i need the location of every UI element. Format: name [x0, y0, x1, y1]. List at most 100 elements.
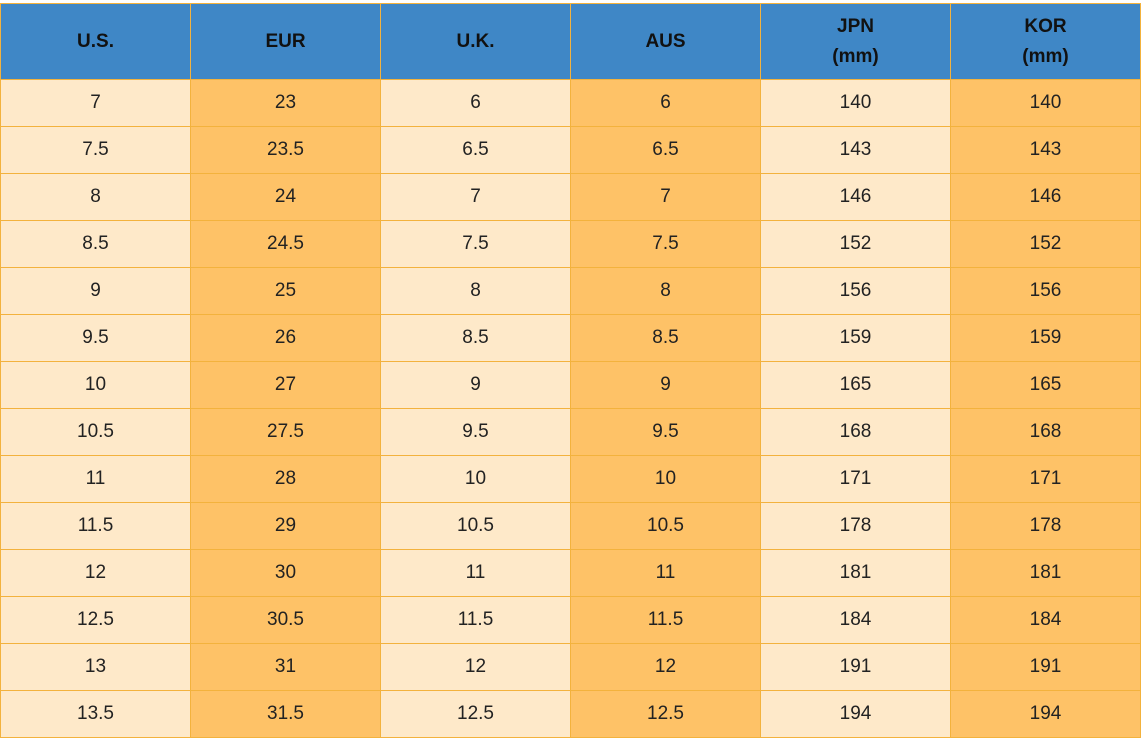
- cell-eur: 24.5: [190, 220, 381, 268]
- cell-kor: 140: [950, 79, 1141, 127]
- cell-us: 13: [0, 643, 191, 691]
- size-conversion-table: U.S. EUR U.K. AUS JPN (mm) KOR (mm) 7 23 6 6 1…: [0, 3, 1141, 738]
- cell-jpn: 159: [760, 314, 951, 362]
- table-row: 10 27 9 9 165 165: [0, 361, 1141, 409]
- cell-us: 9.5: [0, 314, 191, 362]
- cell-us: 13.5: [0, 690, 191, 738]
- cell-eur: 30.5: [190, 596, 381, 644]
- header-aus: AUS: [570, 3, 761, 80]
- cell-eur: 29: [190, 502, 381, 550]
- table-row: 9 25 8 8 156 156: [0, 267, 1141, 315]
- cell-uk: 7.5: [380, 220, 571, 268]
- cell-eur: 23: [190, 79, 381, 127]
- cell-eur: 28: [190, 455, 381, 503]
- table-row: 12.5 30.5 11.5 11.5 184 184: [0, 596, 1141, 644]
- cell-aus: 9.5: [570, 408, 761, 456]
- cell-uk: 8: [380, 267, 571, 315]
- cell-uk: 11: [380, 549, 571, 597]
- header-jpn: JPN (mm): [760, 3, 951, 80]
- cell-kor: 165: [950, 361, 1141, 409]
- cell-uk: 8.5: [380, 314, 571, 362]
- cell-aus: 12.5: [570, 690, 761, 738]
- cell-kor: 143: [950, 126, 1141, 174]
- table-row: 13.5 31.5 12.5 12.5 194 194: [0, 690, 1141, 738]
- cell-eur: 27: [190, 361, 381, 409]
- cell-kor: 194: [950, 690, 1141, 738]
- cell-eur: 24: [190, 173, 381, 221]
- cell-jpn: 194: [760, 690, 951, 738]
- header-eur-label: EUR: [265, 30, 306, 52]
- cell-eur: 30: [190, 549, 381, 597]
- header-kor-unit: (mm): [1022, 45, 1069, 67]
- header-jpn-unit: (mm): [832, 45, 879, 67]
- cell-uk: 6: [380, 79, 571, 127]
- cell-aus: 8.5: [570, 314, 761, 362]
- cell-us: 12.5: [0, 596, 191, 644]
- cell-eur: 23.5: [190, 126, 381, 174]
- cell-jpn: 181: [760, 549, 951, 597]
- cell-jpn: 156: [760, 267, 951, 315]
- cell-us: 10: [0, 361, 191, 409]
- cell-us: 7: [0, 79, 191, 127]
- table-row: 9.5 26 8.5 8.5 159 159: [0, 314, 1141, 362]
- cell-aus: 12: [570, 643, 761, 691]
- header-us: U.S.: [0, 3, 191, 80]
- cell-uk: 11.5: [380, 596, 571, 644]
- cell-us: 8: [0, 173, 191, 221]
- cell-jpn: 171: [760, 455, 951, 503]
- table-header: U.S. EUR U.K. AUS JPN (mm) KOR (mm): [0, 3, 1141, 80]
- table-row: 8.5 24.5 7.5 7.5 152 152: [0, 220, 1141, 268]
- cell-eur: 31.5: [190, 690, 381, 738]
- cell-jpn: 152: [760, 220, 951, 268]
- cell-aus: 11.5: [570, 596, 761, 644]
- cell-aus: 6: [570, 79, 761, 127]
- cell-kor: 168: [950, 408, 1141, 456]
- header-uk: U.K.: [380, 3, 571, 80]
- header-uk-label: U.K.: [456, 30, 495, 52]
- header-us-label: U.S.: [77, 30, 114, 52]
- header-row: U.S. EUR U.K. AUS JPN (mm) KOR (mm): [0, 3, 1141, 80]
- cell-aus: 10: [570, 455, 761, 503]
- cell-eur: 25: [190, 267, 381, 315]
- table-row: 13 31 12 12 191 191: [0, 643, 1141, 691]
- table-row: 11 28 10 10 171 171: [0, 455, 1141, 503]
- header-aus-label: AUS: [645, 30, 686, 52]
- cell-kor: 191: [950, 643, 1141, 691]
- table-row: 11.5 29 10.5 10.5 178 178: [0, 502, 1141, 550]
- cell-uk: 9.5: [380, 408, 571, 456]
- cell-kor: 146: [950, 173, 1141, 221]
- cell-us: 11.5: [0, 502, 191, 550]
- cell-jpn: 143: [760, 126, 951, 174]
- cell-eur: 31: [190, 643, 381, 691]
- table-row: 10.5 27.5 9.5 9.5 168 168: [0, 408, 1141, 456]
- cell-uk: 6.5: [380, 126, 571, 174]
- cell-aus: 6.5: [570, 126, 761, 174]
- header-kor-label: KOR: [1024, 15, 1067, 37]
- table-body: 7 23 6 6 140 140 7.5 23.5 6.5 6.5 143 143 8 24 7 7 146 14…: [0, 79, 1141, 738]
- table-row: 7 23 6 6 140 140: [0, 79, 1141, 127]
- cell-us: 7.5: [0, 126, 191, 174]
- cell-jpn: 140: [760, 79, 951, 127]
- cell-uk: 12: [380, 643, 571, 691]
- cell-jpn: 184: [760, 596, 951, 644]
- header-jpn-label: JPN: [837, 15, 874, 37]
- cell-jpn: 146: [760, 173, 951, 221]
- cell-us: 12: [0, 549, 191, 597]
- cell-kor: 152: [950, 220, 1141, 268]
- cell-eur: 27.5: [190, 408, 381, 456]
- cell-us: 10.5: [0, 408, 191, 456]
- table-row: 7.5 23.5 6.5 6.5 143 143: [0, 126, 1141, 174]
- header-eur: EUR: [190, 3, 381, 80]
- cell-uk: 9: [380, 361, 571, 409]
- cell-us: 11: [0, 455, 191, 503]
- cell-uk: 10: [380, 455, 571, 503]
- cell-jpn: 165: [760, 361, 951, 409]
- cell-uk: 12.5: [380, 690, 571, 738]
- cell-aus: 7.5: [570, 220, 761, 268]
- cell-kor: 171: [950, 455, 1141, 503]
- cell-eur: 26: [190, 314, 381, 362]
- cell-aus: 8: [570, 267, 761, 315]
- cell-kor: 184: [950, 596, 1141, 644]
- table-row: 8 24 7 7 146 146: [0, 173, 1141, 221]
- cell-aus: 11: [570, 549, 761, 597]
